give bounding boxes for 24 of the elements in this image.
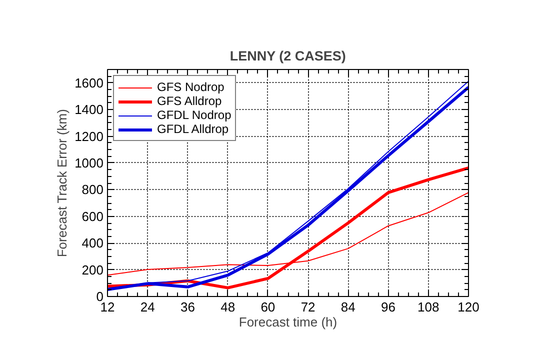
x-tick-label: 84 — [340, 300, 356, 314]
chart-title: LENNY (2 CASES) — [230, 48, 346, 64]
legend-label: GFS Alldrop — [157, 94, 222, 108]
y-tick-label: 1200 — [74, 128, 104, 144]
y-tick-label: 800 — [82, 182, 104, 198]
x-tick-label: 108 — [418, 300, 440, 314]
x-tick-label: 120 — [458, 300, 480, 314]
legend-label: GFS Nodrop — [157, 80, 224, 94]
y-tick-label: 200 — [82, 262, 104, 278]
x-tick-label: 36 — [180, 300, 195, 314]
legend-label: GFDL Alldrop — [157, 122, 229, 136]
x-axis-title: Forecast time (h) — [238, 314, 338, 330]
x-tick-label: 48 — [220, 300, 236, 314]
x-tick-label: 72 — [300, 300, 316, 314]
y-tick-label: 600 — [82, 208, 104, 224]
legend-label: GFDL Nodrop — [157, 108, 232, 122]
x-tick-label: 60 — [260, 300, 276, 314]
x-tick-label: 96 — [381, 300, 396, 314]
y-tick-label: 400 — [82, 236, 104, 251]
x-tick-label: 24 — [140, 300, 155, 314]
y-tick-label: 1600 — [74, 75, 104, 90]
y-axis-title: Forecast Track Error (km) — [54, 109, 70, 258]
y-tick-label: 1400 — [74, 102, 104, 118]
y-tick-label: 1000 — [74, 155, 104, 170]
